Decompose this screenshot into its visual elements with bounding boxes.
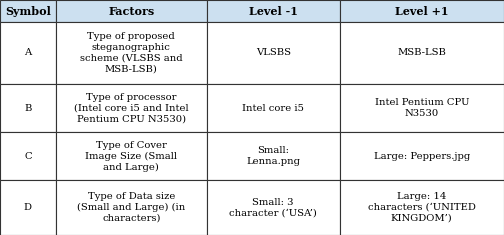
Text: D: D xyxy=(24,203,32,212)
Bar xyxy=(340,0,504,22)
Bar xyxy=(0,84,56,132)
Text: Type of proposed
steganographic
scheme (VLSBS and
MSB-LSB): Type of proposed steganographic scheme (… xyxy=(80,32,182,74)
Text: VLSBS: VLSBS xyxy=(256,48,291,58)
Bar xyxy=(207,0,340,22)
Text: Level -1: Level -1 xyxy=(249,6,298,17)
Bar xyxy=(0,22,56,84)
Text: Intel Pentium CPU
N3530: Intel Pentium CPU N3530 xyxy=(374,98,469,118)
Bar xyxy=(207,22,340,84)
Bar xyxy=(56,132,207,180)
Bar xyxy=(56,22,207,84)
Bar xyxy=(0,180,56,235)
Bar xyxy=(340,84,504,132)
Text: C: C xyxy=(24,152,32,161)
Bar xyxy=(56,84,207,132)
Bar xyxy=(56,0,207,22)
Bar xyxy=(340,22,504,84)
Text: Large: 14
characters (‘UNITED
KINGDOM’): Large: 14 characters (‘UNITED KINGDOM’) xyxy=(368,192,476,223)
Text: Small:
Lenna.png: Small: Lenna.png xyxy=(246,146,300,166)
Text: Type of Cover
Image Size (Small
and Large): Type of Cover Image Size (Small and Larg… xyxy=(85,141,177,172)
Text: Type of Data size
(Small and Large) (in
characters): Type of Data size (Small and Large) (in … xyxy=(77,192,185,223)
Text: Small: 3
character (‘USA’): Small: 3 character (‘USA’) xyxy=(229,198,317,217)
Text: MSB-LSB: MSB-LSB xyxy=(397,48,446,58)
Text: Intel core i5: Intel core i5 xyxy=(242,104,304,113)
Text: A: A xyxy=(24,48,31,58)
Text: Factors: Factors xyxy=(108,6,154,17)
Bar xyxy=(340,132,504,180)
Text: Type of processor
(Intel core i5 and Intel
Pentium CPU N3530): Type of processor (Intel core i5 and Int… xyxy=(74,93,188,123)
Bar xyxy=(207,180,340,235)
Text: Large: Peppers.jpg: Large: Peppers.jpg xyxy=(373,152,470,161)
Bar xyxy=(207,84,340,132)
Bar xyxy=(56,180,207,235)
Bar xyxy=(0,132,56,180)
Bar xyxy=(0,0,56,22)
Bar xyxy=(207,132,340,180)
Text: Level +1: Level +1 xyxy=(395,6,449,17)
Text: Symbol: Symbol xyxy=(5,6,51,17)
Bar xyxy=(340,180,504,235)
Text: B: B xyxy=(24,104,32,113)
